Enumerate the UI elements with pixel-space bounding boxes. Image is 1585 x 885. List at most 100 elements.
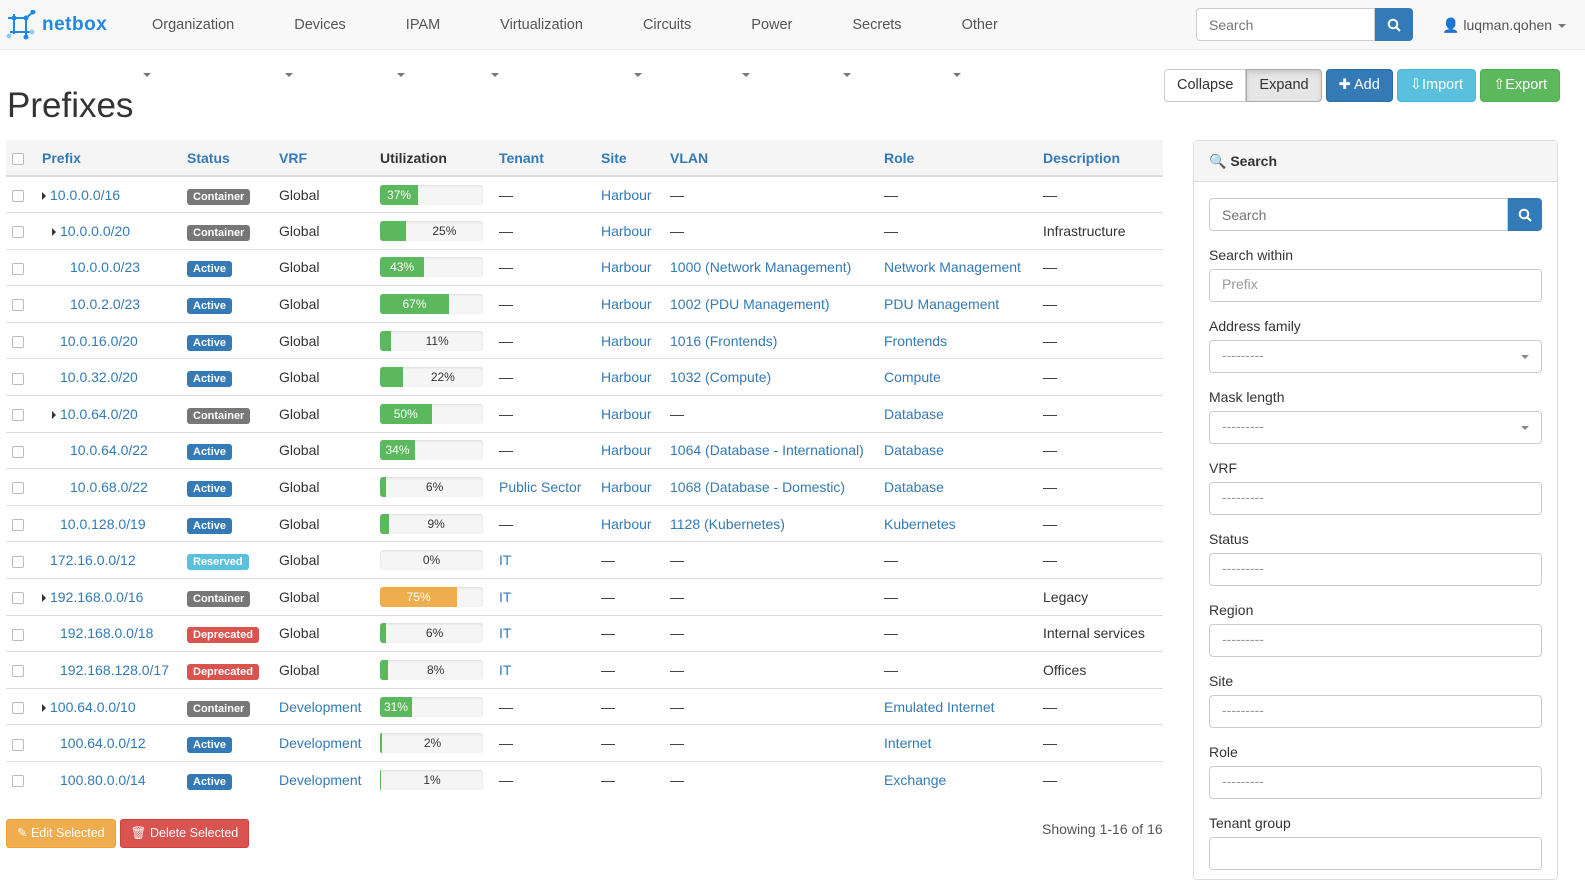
- row-checkbox[interactable]: [12, 409, 24, 422]
- filter-status-input[interactable]: ---------: [1209, 553, 1542, 586]
- expand-caret-icon[interactable]: [42, 593, 46, 602]
- filter-region-input[interactable]: ---------: [1209, 624, 1542, 657]
- row-checkbox[interactable]: [12, 226, 24, 239]
- cell-tenant[interactable]: IT: [499, 552, 512, 569]
- nav-menu-devices[interactable]: Devices: [264, 0, 376, 100]
- cell-role[interactable]: Internet: [884, 735, 932, 752]
- cell-vlan[interactable]: 1068 (Database - Domestic): [670, 479, 846, 496]
- prefix-link[interactable]: 192.168.128.0/17: [60, 662, 169, 679]
- nav-menu-secrets[interactable]: Secrets: [822, 0, 931, 100]
- expand-caret-icon[interactable]: [42, 703, 46, 712]
- prefix-link[interactable]: 10.0.32.0/20: [60, 369, 138, 386]
- cell-vlan[interactable]: 1128 (Kubernetes): [670, 515, 785, 532]
- cell-role[interactable]: Network Management: [884, 259, 1021, 276]
- import-button[interactable]: ⇩Import: [1396, 69, 1477, 102]
- prefix-link[interactable]: 192.168.0.0/18: [60, 625, 154, 642]
- prefix-link[interactable]: 172.16.0.0/12: [50, 552, 136, 569]
- cell-vrf[interactable]: Development: [279, 772, 362, 789]
- prefix-link[interactable]: 10.0.0.0/20: [60, 222, 131, 239]
- cell-site[interactable]: Harbour: [601, 369, 652, 386]
- filter-search-input[interactable]: [1209, 198, 1509, 231]
- prefix-link[interactable]: 10.0.68.0/22: [70, 479, 148, 496]
- filter-tenant-group-input[interactable]: [1209, 837, 1542, 870]
- nav-menu-virtualization[interactable]: Virtualization: [470, 0, 613, 100]
- row-checkbox[interactable]: [12, 299, 24, 312]
- cell-vlan[interactable]: 1064 (Database - International): [670, 442, 864, 459]
- prefix-link[interactable]: 10.0.0.0/16: [50, 186, 121, 203]
- cell-role[interactable]: Emulated Internet: [884, 698, 995, 715]
- prefix-link[interactable]: 10.0.2.0/23: [70, 296, 141, 313]
- prefix-link[interactable]: 192.168.0.0/16: [50, 588, 144, 605]
- row-checkbox[interactable]: [12, 738, 24, 751]
- cell-role[interactable]: Database: [884, 479, 944, 496]
- row-checkbox[interactable]: [12, 628, 24, 641]
- netbox-logo[interactable]: netbox: [6, 10, 107, 40]
- cell-tenant[interactable]: IT: [499, 662, 512, 679]
- cell-role[interactable]: Compute: [884, 369, 941, 386]
- column-header-prefix[interactable]: Prefix: [36, 140, 181, 177]
- column-header-vlan[interactable]: VLAN: [664, 140, 878, 177]
- row-checkbox[interactable]: [12, 701, 24, 714]
- filter-mask-length-select[interactable]: ---------: [1209, 411, 1542, 444]
- cell-vlan[interactable]: 1000 (Network Management): [670, 259, 852, 276]
- filter-search-button[interactable]: [1508, 198, 1542, 231]
- row-checkbox[interactable]: [12, 189, 24, 202]
- navbar-search-button[interactable]: [1375, 8, 1413, 41]
- filter-vrf-input[interactable]: ---------: [1209, 482, 1542, 515]
- cell-vlan[interactable]: 1032 (Compute): [670, 369, 772, 386]
- export-button[interactable]: ⇧Export: [1480, 69, 1561, 102]
- row-checkbox[interactable]: [12, 262, 24, 275]
- cell-tenant[interactable]: Public Sector: [499, 479, 582, 496]
- row-checkbox[interactable]: [12, 665, 24, 678]
- column-header-vrf[interactable]: VRF: [273, 140, 374, 177]
- filter-address-family-select[interactable]: ---------: [1209, 340, 1542, 373]
- filter-search-within-input[interactable]: Prefix: [1209, 269, 1542, 302]
- cell-site[interactable]: Harbour: [601, 479, 652, 496]
- cell-role[interactable]: Frontends: [884, 332, 948, 349]
- cell-site[interactable]: Harbour: [601, 296, 652, 313]
- prefix-link[interactable]: 10.0.128.0/19: [60, 515, 146, 532]
- nav-menu-circuits[interactable]: Circuits: [613, 0, 721, 100]
- cell-site[interactable]: Harbour: [601, 222, 652, 239]
- cell-role[interactable]: Exchange: [884, 772, 947, 789]
- cell-tenant[interactable]: IT: [499, 588, 512, 605]
- row-checkbox[interactable]: [12, 445, 24, 458]
- expand-button[interactable]: Expand: [1246, 69, 1322, 102]
- expand-caret-icon[interactable]: [52, 227, 56, 236]
- cell-site[interactable]: Harbour: [601, 515, 652, 532]
- row-checkbox[interactable]: [12, 592, 24, 605]
- cell-site[interactable]: Harbour: [601, 332, 652, 349]
- cell-role[interactable]: Database: [884, 405, 944, 422]
- row-checkbox[interactable]: [12, 482, 24, 495]
- column-header-tenant[interactable]: Tenant: [493, 140, 595, 177]
- filter-site-input[interactable]: ---------: [1209, 695, 1542, 728]
- nav-menu-ipam[interactable]: IPAM: [376, 0, 470, 100]
- edit-selected-button[interactable]: ✎ Edit Selected: [6, 819, 116, 848]
- cell-role[interactable]: Kubernetes: [884, 515, 956, 532]
- cell-tenant[interactable]: IT: [499, 625, 512, 642]
- select-all-checkbox[interactable]: [12, 152, 24, 165]
- delete-selected-button[interactable]: 🗑 Delete Selected: [119, 819, 250, 848]
- row-checkbox[interactable]: [12, 372, 24, 385]
- cell-vrf[interactable]: Development: [279, 698, 362, 715]
- row-checkbox[interactable]: [12, 518, 24, 531]
- cell-site[interactable]: Harbour: [601, 186, 652, 203]
- navbar-search-input[interactable]: [1196, 8, 1375, 41]
- cell-vrf[interactable]: Development: [279, 735, 362, 752]
- cell-site[interactable]: Harbour: [601, 405, 652, 422]
- row-checkbox[interactable]: [12, 555, 24, 568]
- cell-vlan[interactable]: 1002 (PDU Management): [670, 296, 830, 313]
- column-header-status[interactable]: Status: [181, 140, 273, 177]
- column-header-description[interactable]: Description: [1037, 140, 1163, 177]
- cell-site[interactable]: Harbour: [601, 442, 652, 459]
- cell-vlan[interactable]: 1016 (Frontends): [670, 332, 778, 349]
- cell-role[interactable]: PDU Management: [884, 296, 1000, 313]
- row-checkbox[interactable]: [12, 335, 24, 348]
- row-checkbox[interactable]: [12, 775, 24, 788]
- prefix-link[interactable]: 100.64.0.0/12: [60, 735, 146, 752]
- nav-menu-other[interactable]: Other: [932, 0, 1028, 100]
- expand-caret-icon[interactable]: [52, 410, 56, 419]
- prefix-link[interactable]: 10.0.64.0/22: [70, 442, 148, 459]
- prefix-link[interactable]: 10.0.16.0/20: [60, 332, 138, 349]
- user-menu[interactable]: 👤 luqman.qohen: [1442, 0, 1567, 50]
